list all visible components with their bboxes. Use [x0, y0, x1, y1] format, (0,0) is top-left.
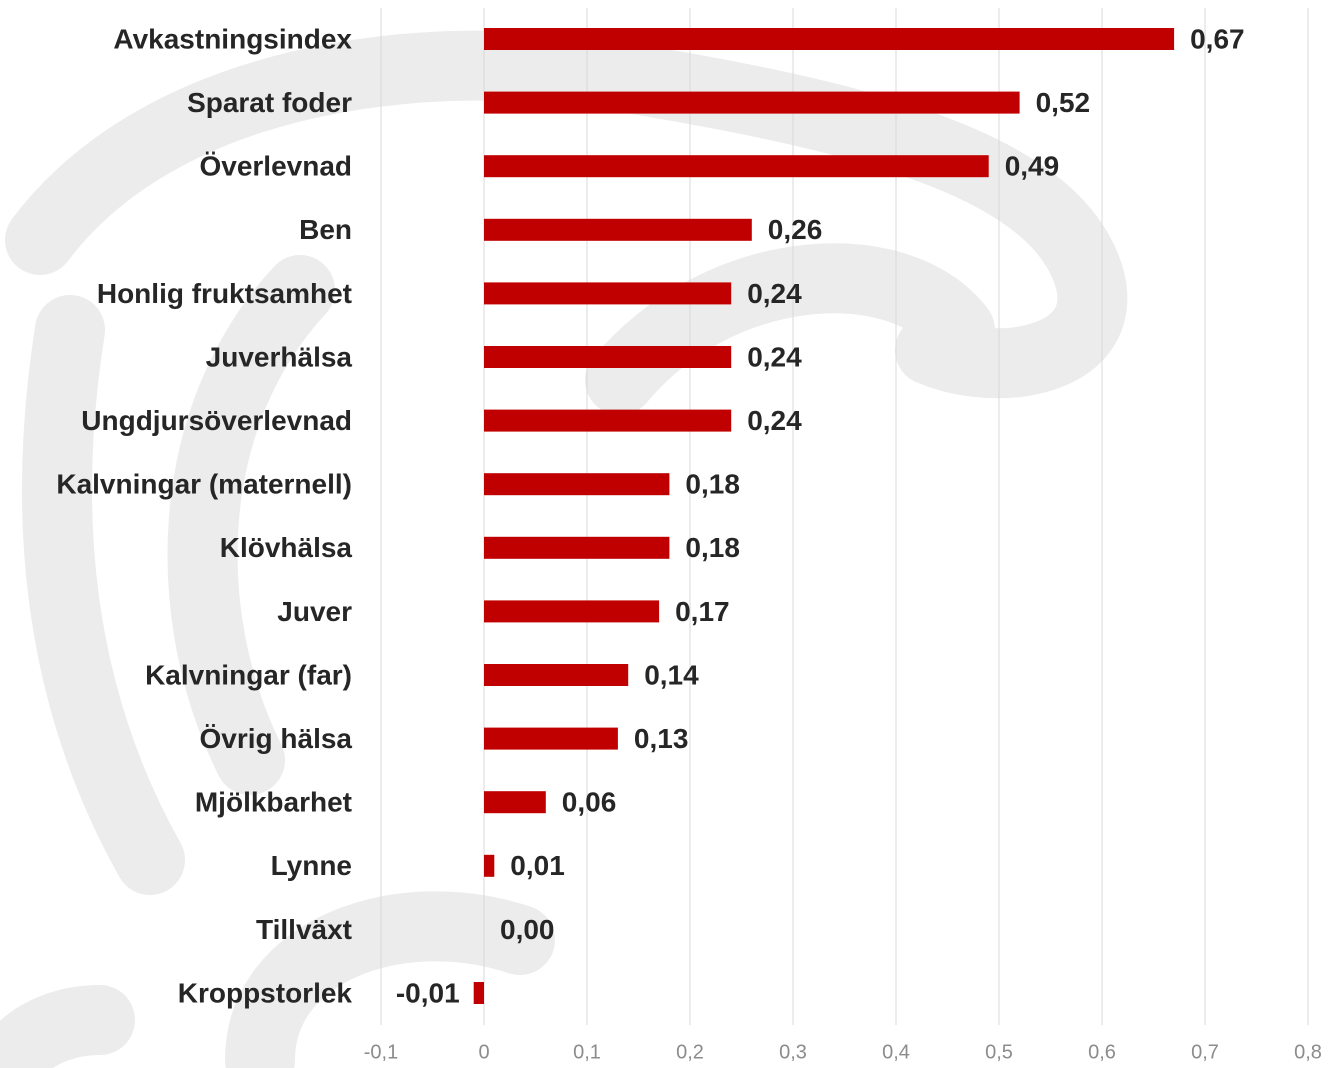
page: -0,1 0 0,1 0,2 0,3 0,4 0,5 0,6 0,7 0,8 Avkastnings… [0, 0, 1329, 1068]
bar [484, 791, 546, 813]
y-tick-label: Kalvningar (maternell) [56, 469, 352, 500]
y-tick-label: Tillväxt [256, 914, 352, 945]
value-label: 0,18 [685, 469, 740, 500]
watermark-arc [20, 1020, 100, 1050]
value-label: 0,13 [634, 723, 689, 754]
value-label: 0,06 [562, 787, 617, 818]
bar [474, 982, 484, 1004]
x-tick-label: 0,2 [676, 1041, 704, 1063]
bar [484, 410, 731, 432]
value-label: 0,18 [685, 532, 740, 563]
bar [484, 282, 731, 304]
bar [484, 219, 752, 241]
bar [484, 155, 989, 177]
value-label: 0,01 [510, 850, 565, 881]
x-tick-label: 0,1 [573, 1041, 601, 1063]
watermark [20, 66, 1092, 1060]
value-label: 0,24 [747, 278, 802, 309]
x-tick-label: 0,7 [1191, 1041, 1219, 1063]
x-tick-label: 0,4 [882, 1041, 910, 1063]
value-label: 0,49 [1005, 151, 1059, 182]
bar [484, 28, 1174, 50]
value-label: 0,24 [747, 405, 802, 436]
y-tick-label: Sparat foder [187, 87, 352, 118]
bar [484, 537, 669, 559]
chart: -0,1 0 0,1 0,2 0,3 0,4 0,5 0,6 0,7 0,8 Avkastnings… [0, 0, 1329, 1068]
y-tick-label: Honlig fruktsamhet [97, 278, 352, 309]
value-label: 0,17 [675, 596, 730, 627]
bar [484, 92, 1020, 114]
y-tick-label: Övrig hälsa [199, 723, 352, 754]
value-label: 0,00 [500, 914, 555, 945]
bar [484, 473, 669, 495]
bar [484, 664, 628, 686]
value-label: 0,52 [1036, 87, 1091, 118]
value-label: 0,26 [768, 214, 823, 245]
y-tick-label: Ben [299, 214, 352, 245]
value-label: 0,14 [644, 659, 699, 690]
value-label: -0,01 [396, 977, 460, 1008]
bar [484, 728, 618, 750]
y-tick-label: Juver [277, 596, 352, 627]
y-tick-label: Kroppstorlek [178, 977, 353, 1008]
y-tick-label: Klövhälsa [220, 532, 353, 563]
x-tick-label: -0,1 [364, 1041, 398, 1063]
y-tick-label: Mjölkbarhet [195, 787, 352, 818]
y-tick-label: Juverhälsa [206, 341, 353, 372]
x-tick-label: 0,5 [985, 1041, 1013, 1063]
bar [484, 346, 731, 368]
y-tick-label: Lynne [271, 850, 352, 881]
x-tick-label: 0,3 [779, 1041, 807, 1063]
bar [484, 855, 494, 877]
value-label: 0,67 [1190, 23, 1245, 54]
y-tick-label: Överlevnad [199, 151, 352, 182]
y-tick-label: Ungdjursöverlevnad [81, 405, 352, 436]
y-tick-label: Avkastningsindex [113, 23, 352, 54]
value-label: 0,24 [747, 341, 802, 372]
x-tick-label: 0 [478, 1041, 489, 1063]
bar [484, 600, 659, 622]
y-tick-label: Kalvningar (far) [145, 659, 352, 690]
x-tick-label: 0,8 [1294, 1041, 1322, 1063]
x-tick-label: 0,6 [1088, 1041, 1116, 1063]
